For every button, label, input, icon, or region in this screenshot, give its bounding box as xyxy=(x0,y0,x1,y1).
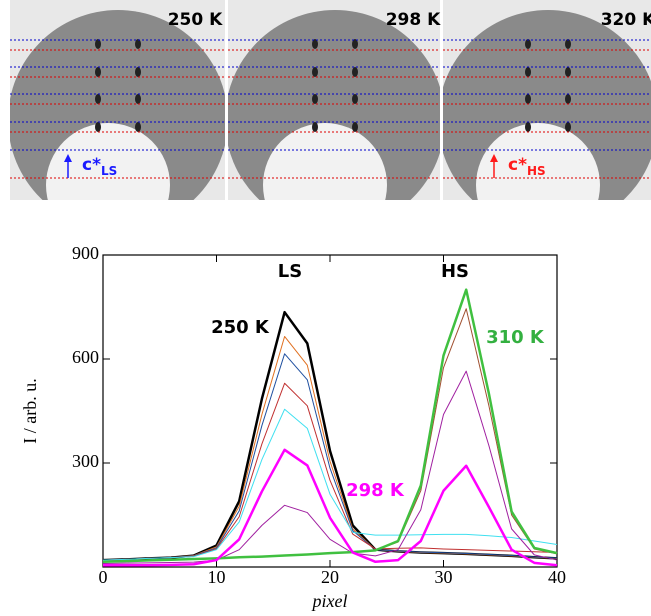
annotation: HS xyxy=(441,261,469,282)
spot xyxy=(135,94,141,104)
spot xyxy=(565,94,571,104)
spot xyxy=(95,94,101,104)
temperature-label: 320 K xyxy=(601,10,651,30)
spot xyxy=(525,122,531,132)
spot xyxy=(525,67,531,77)
spot xyxy=(312,94,318,104)
spot xyxy=(352,94,358,104)
x-axis-label: pixel xyxy=(311,591,348,611)
axis-main: c* xyxy=(82,155,101,175)
y-tick-label: 900 xyxy=(72,243,99,263)
spot xyxy=(565,67,571,77)
spot xyxy=(312,67,318,77)
spot xyxy=(95,39,101,49)
spot xyxy=(565,39,571,49)
spot xyxy=(135,122,141,132)
diffraction-panels: 250 K 298 K 320 Kc*LS c*HS xyxy=(10,0,651,200)
x-tick-label: 30 xyxy=(435,567,453,587)
axis-sub: LS xyxy=(101,164,117,178)
spot xyxy=(95,122,101,132)
plot-frame xyxy=(102,254,558,568)
axis-main: c* xyxy=(508,155,527,175)
data-line xyxy=(102,288,558,564)
beam-stop xyxy=(263,123,387,200)
spot xyxy=(135,39,141,49)
x-tick-label: 20 xyxy=(321,567,339,587)
spot xyxy=(352,39,358,49)
diffraction-image xyxy=(10,0,225,200)
x-tick-label: 10 xyxy=(208,567,226,587)
y-tick-label: 300 xyxy=(72,451,99,471)
data-line xyxy=(102,408,558,561)
y-axis-label: I / arb. u. xyxy=(20,378,40,443)
spot xyxy=(525,39,531,49)
axis-sub: HS xyxy=(527,164,546,178)
spot xyxy=(565,122,571,132)
diffraction-image xyxy=(443,0,651,200)
data-line xyxy=(102,382,558,561)
x-tick-label: 40 xyxy=(548,567,566,587)
spot xyxy=(135,67,141,77)
annotation: 298 K xyxy=(346,480,405,501)
diffraction-image xyxy=(228,0,440,200)
arrow-head xyxy=(490,154,498,162)
data-line xyxy=(102,370,558,565)
y-tick-label: 600 xyxy=(72,347,99,367)
x-tick-label: 0 xyxy=(99,567,108,587)
beam-stop xyxy=(46,123,170,200)
data-line xyxy=(102,310,558,562)
spot xyxy=(352,67,358,77)
annotation: LS xyxy=(278,261,302,282)
temperature-label: 250 K xyxy=(168,10,223,30)
data-line xyxy=(103,448,558,567)
spot xyxy=(312,122,318,132)
plot: 0 10 20 30 40 300 600 900 pixel I / arb. u. LS HS 25… xyxy=(20,243,566,611)
annotation: 310 K xyxy=(486,327,545,348)
data-line xyxy=(102,353,558,561)
annotation: 250 K xyxy=(211,317,270,338)
beam-stop xyxy=(476,123,600,200)
temperature-label: 298 K xyxy=(386,10,441,30)
axis-label: c*HS xyxy=(508,155,546,178)
spot xyxy=(525,94,531,104)
spot xyxy=(95,67,101,77)
spot xyxy=(352,122,358,132)
spot xyxy=(312,39,318,49)
arrow-head xyxy=(64,154,72,162)
axis-label: c*LS xyxy=(82,155,117,178)
